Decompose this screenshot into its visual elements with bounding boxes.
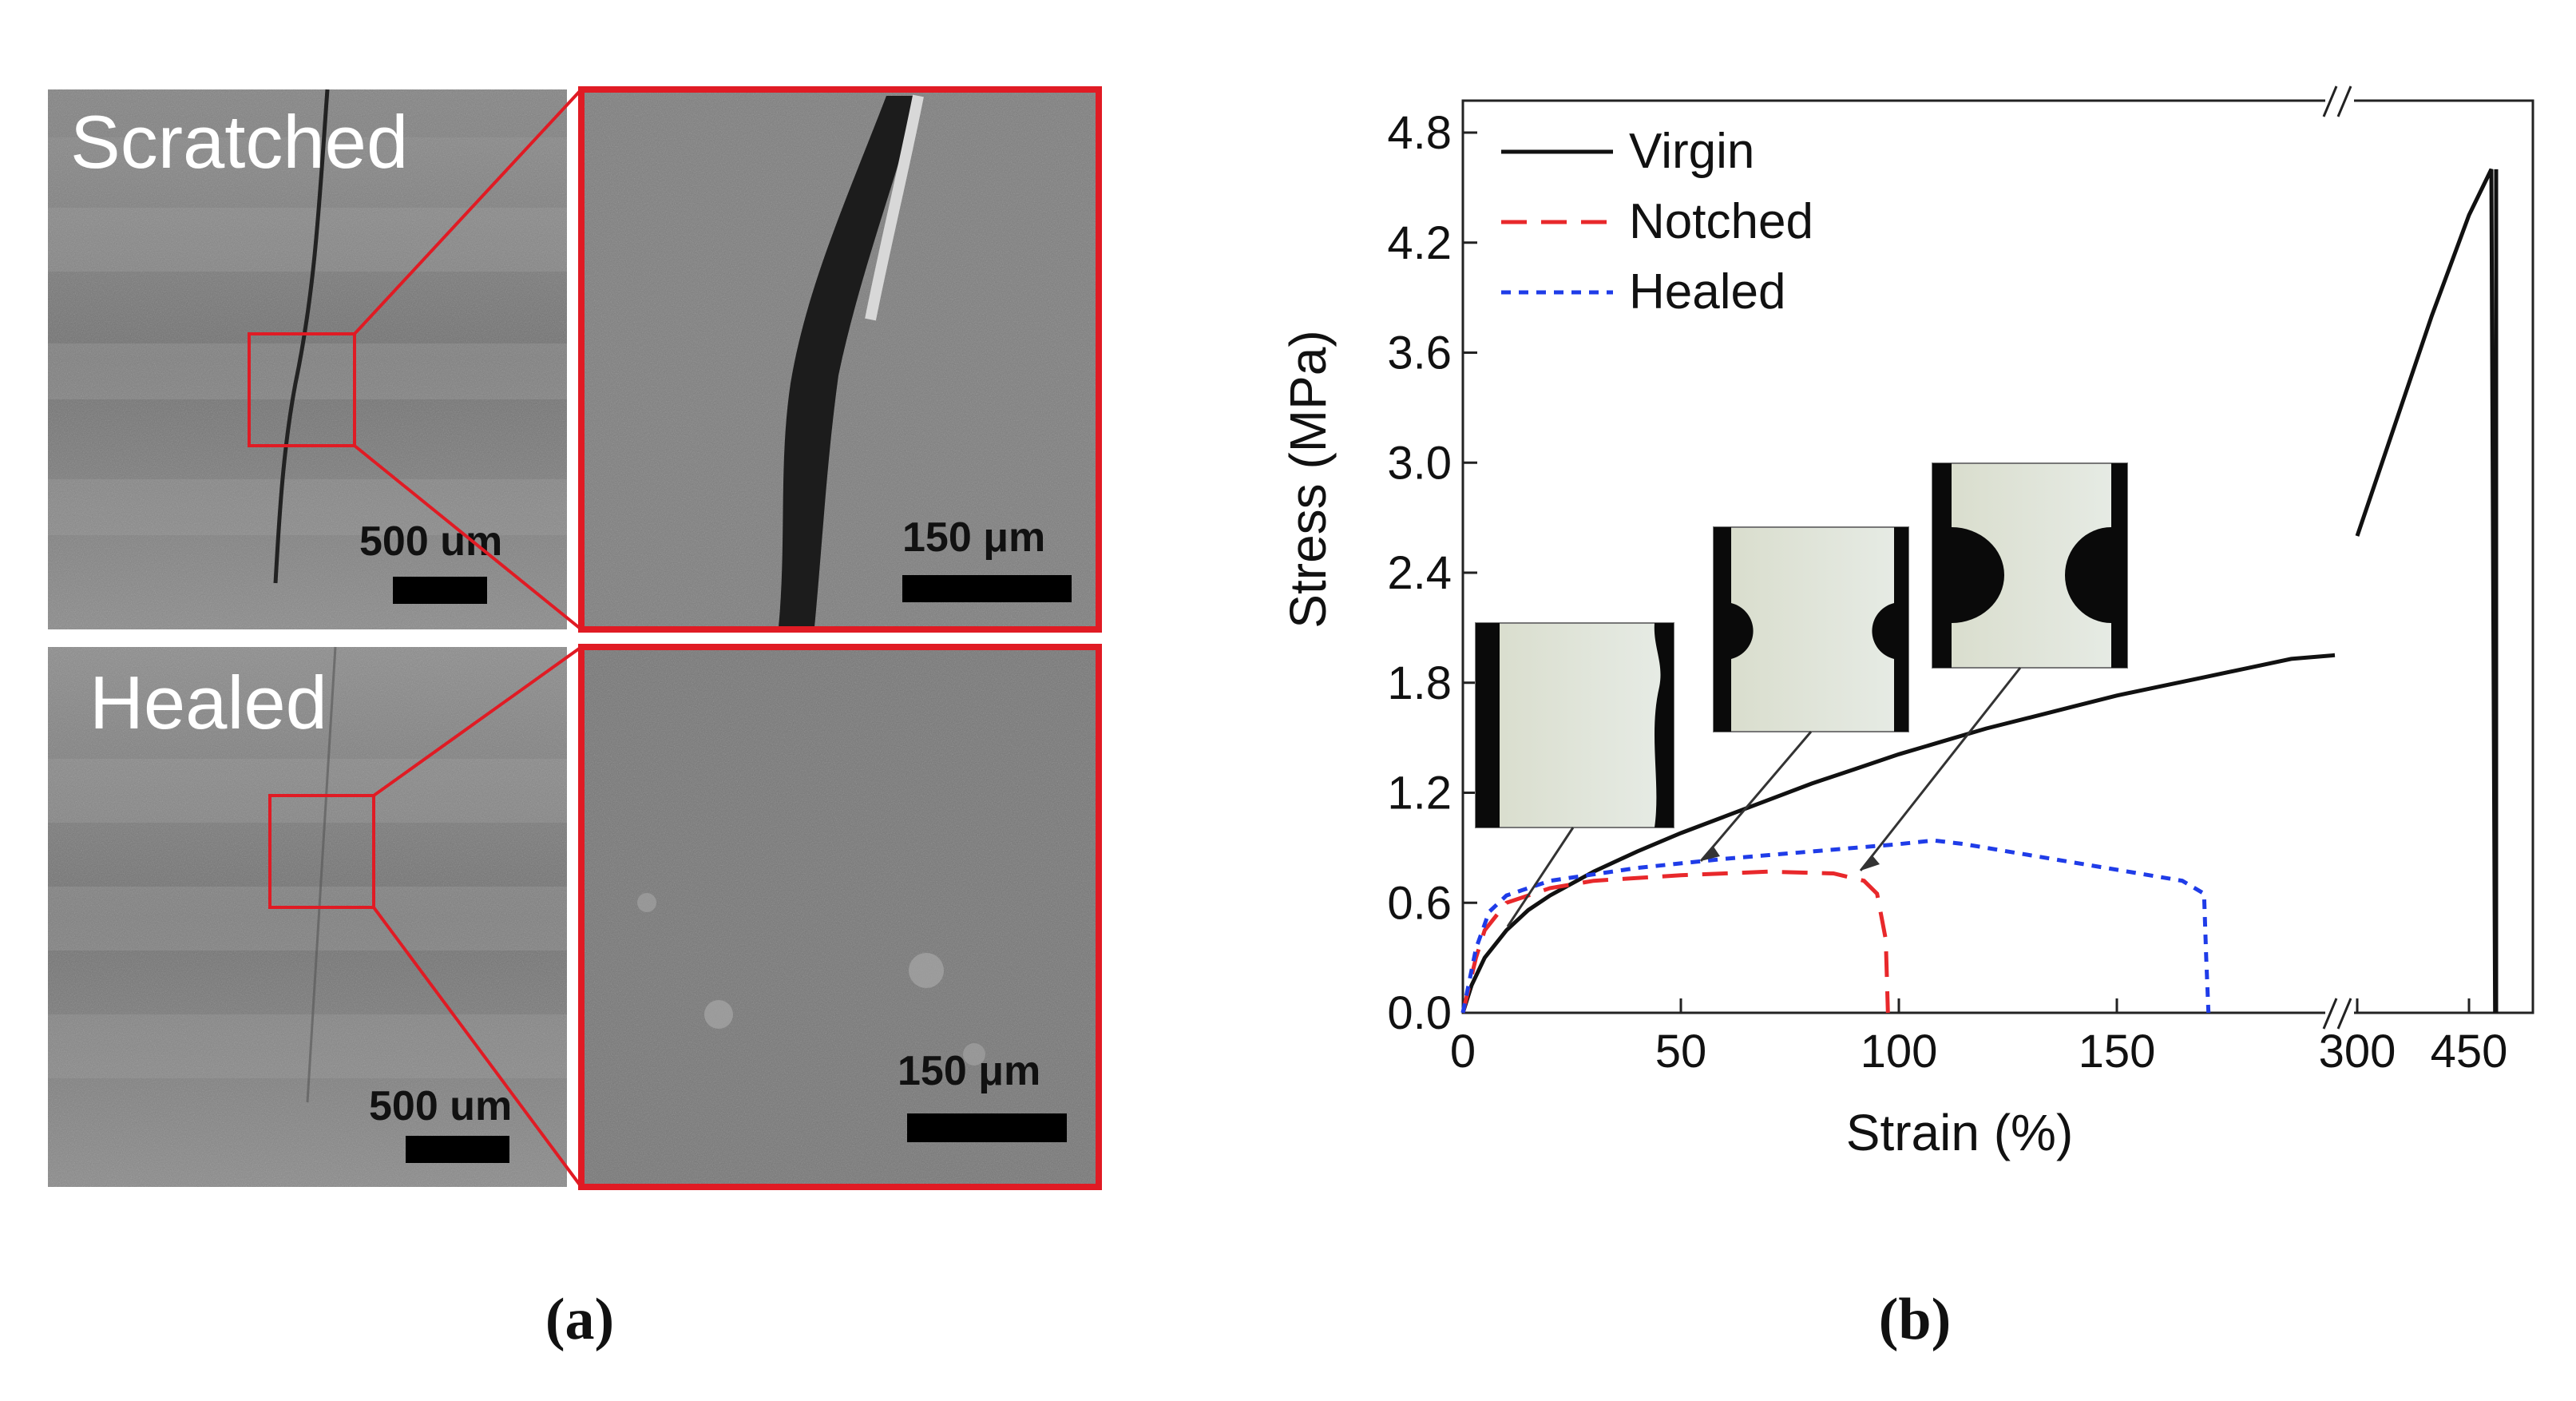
series-line-notched — [1460, 869, 1890, 1014]
series-line-healed — [1460, 838, 2211, 1014]
y-tick-label: 4.2 — [1387, 217, 1452, 269]
y-tick-label: 0.0 — [1387, 987, 1452, 1039]
panel-b-label: (b) — [1879, 1287, 1951, 1352]
sem-scratched-zoom: 150 μm — [578, 86, 1102, 633]
legend: Virgin Notched Healed — [1501, 124, 1813, 319]
x-tick-label: 0 — [1450, 1026, 1476, 1078]
zoom-region-box — [248, 332, 356, 447]
axis-break-bottom — [2322, 998, 2354, 1030]
label-scratched: Scratched — [70, 100, 408, 184]
x-tick-label: 300 — [2319, 1026, 2396, 1078]
axis-break-top — [2322, 85, 2354, 117]
scale-bar-150-top — [902, 575, 1072, 602]
legend-label-virgin: Virgin — [1629, 124, 1754, 179]
specimen-photo-notched — [1699, 526, 1909, 862]
specimen-photo-unnotched — [1475, 622, 1674, 927]
zoom-frame-bottom — [578, 644, 1102, 1190]
y-tick-label: 4.8 — [1387, 107, 1452, 159]
y-axis-label: Stress (MPa) — [1279, 330, 1337, 628]
crack-shape — [779, 96, 918, 627]
y-tick-label: 1.2 — [1387, 768, 1452, 820]
x-axis-ticks: 0 50 100 150 300 450 — [1450, 998, 2508, 1078]
y-tick-label: 3.0 — [1387, 437, 1452, 489]
sem-healed-zoom: 150 μm — [578, 644, 1102, 1190]
y-axis-ticks: 0.0 0.6 1.2 1.8 2.4 3.0 3.6 4.2 4.8 — [1387, 107, 1477, 1039]
panel-a-micrographs: Scratched 500 um 150 μm Healed 500 u — [48, 86, 1102, 1352]
zoom-connector — [353, 444, 583, 631]
scale-label-150-top: 150 μm — [902, 514, 1045, 561]
x-tick-label: 450 — [2431, 1026, 2508, 1078]
zoom-frame-top — [578, 86, 1102, 633]
zoom-connector — [372, 906, 583, 1189]
scale-bar-150-bottom — [907, 1113, 1067, 1142]
x-axis-label: Strain (%) — [1846, 1104, 2074, 1161]
series-line-virgin — [2355, 168, 2498, 1014]
specimen-photo-healed — [1859, 462, 2128, 871]
legend-label-healed: Healed — [1629, 264, 1785, 319]
zoom-connector — [353, 88, 583, 335]
legend-label-notched: Notched — [1629, 194, 1813, 249]
scale-label-150-bottom: 150 μm — [898, 1048, 1040, 1094]
inset-arrow — [1506, 827, 1575, 927]
scale-label-500-bottom: 500 um — [369, 1083, 512, 1129]
inset-arrow — [1859, 667, 2022, 871]
scale-bar-500 — [393, 577, 487, 604]
scale-label-500: 500 um — [359, 518, 502, 565]
x-tick-label: 100 — [1861, 1026, 1938, 1078]
zoom-region-box — [268, 794, 375, 909]
series-layer — [1460, 168, 2499, 1014]
sem-healed-overview: Healed 500 um — [48, 646, 567, 1187]
scratch-line — [273, 89, 330, 584]
x-tick-label: 150 — [2079, 1026, 2156, 1078]
y-tick-label: 2.4 — [1387, 547, 1452, 599]
y-tick-label: 0.6 — [1387, 877, 1452, 929]
series-line-virgin — [1460, 653, 2336, 1014]
plot-frame — [1461, 99, 2534, 1014]
sem-scratched-overview: Scratched 500 um — [48, 89, 567, 629]
inset-arrow — [1699, 731, 1813, 862]
zoom-connector — [372, 645, 583, 797]
scale-bar-500-bottom — [406, 1136, 509, 1163]
panel-a-label: (a) — [545, 1287, 614, 1352]
panel-b-chart: 0.0 0.6 1.2 1.8 2.4 3.0 3.6 4.2 4.8 0 50 100 150 300… — [1279, 85, 2534, 1352]
label-healed: Healed — [89, 661, 327, 744]
y-tick-label: 3.6 — [1387, 327, 1452, 379]
x-tick-label: 50 — [1655, 1026, 1707, 1078]
y-tick-label: 1.8 — [1387, 657, 1452, 709]
